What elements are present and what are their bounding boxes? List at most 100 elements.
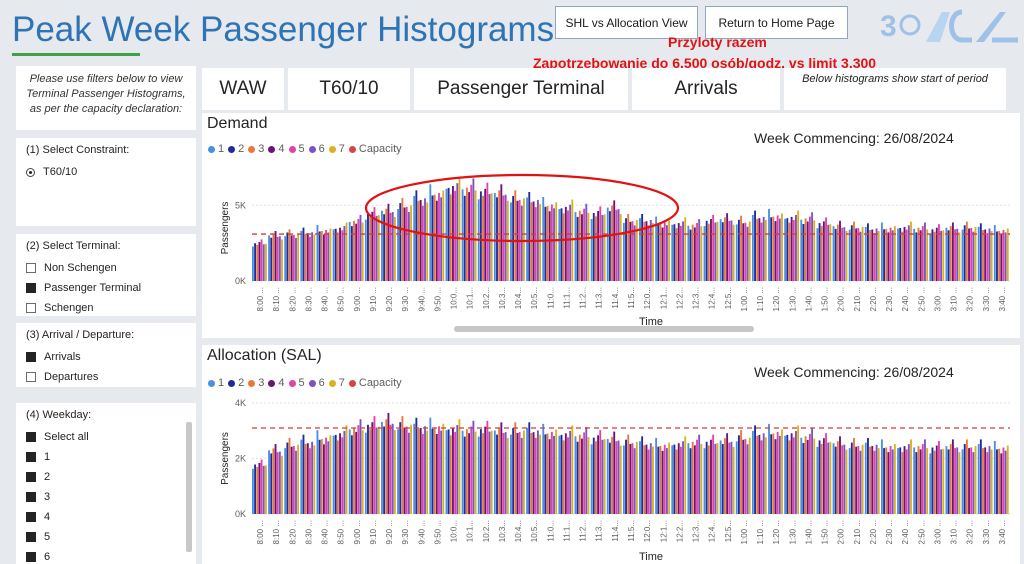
bar[interactable] — [921, 226, 924, 281]
bar[interactable] — [546, 433, 549, 515]
bar[interactable] — [742, 439, 745, 514]
bar[interactable] — [728, 221, 731, 281]
bar[interactable] — [454, 431, 457, 514]
bar[interactable] — [377, 426, 380, 514]
bar[interactable] — [468, 433, 470, 514]
bar[interactable] — [891, 449, 894, 514]
bar[interactable] — [778, 435, 781, 514]
bar[interactable] — [788, 222, 791, 281]
bar[interactable] — [903, 226, 906, 281]
bar[interactable] — [915, 452, 918, 514]
bar[interactable] — [1004, 450, 1007, 514]
bar[interactable] — [899, 447, 902, 514]
bar[interactable] — [668, 442, 671, 514]
bar[interactable] — [311, 441, 314, 514]
bar[interactable] — [811, 212, 814, 281]
terminal-option-non-schengen[interactable]: Non Schengen — [26, 258, 186, 278]
bar[interactable] — [965, 439, 968, 514]
bar[interactable] — [834, 446, 837, 514]
bar[interactable] — [295, 450, 297, 514]
bar[interactable] — [601, 215, 604, 281]
bar[interactable] — [883, 229, 885, 281]
bar[interactable] — [256, 466, 259, 514]
weekday-option-3[interactable]: 3 — [26, 487, 186, 507]
bar[interactable] — [786, 218, 789, 281]
bar[interactable] — [526, 197, 529, 282]
bar[interactable] — [578, 434, 581, 514]
bar[interactable] — [585, 203, 588, 281]
bar[interactable] — [375, 427, 378, 515]
bar[interactable] — [520, 205, 523, 281]
bar[interactable] — [348, 429, 351, 514]
bar[interactable] — [652, 446, 654, 514]
bar[interactable] — [795, 431, 797, 514]
bar[interactable] — [583, 432, 586, 514]
bar[interactable] — [381, 422, 383, 514]
bar[interactable] — [822, 221, 825, 281]
bar[interactable] — [334, 228, 337, 281]
bar[interactable] — [371, 422, 374, 514]
bar[interactable] — [947, 230, 950, 281]
bar[interactable] — [982, 230, 984, 281]
bar[interactable] — [290, 446, 293, 514]
bar[interactable] — [619, 445, 622, 514]
checkbox-checked-icon[interactable] — [26, 432, 36, 442]
bar[interactable] — [861, 226, 864, 281]
bar[interactable] — [590, 219, 593, 281]
bar[interactable] — [647, 225, 650, 281]
bar[interactable] — [700, 443, 703, 514]
bar[interactable] — [288, 229, 291, 281]
bar[interactable] — [1000, 234, 1003, 282]
bar[interactable] — [387, 203, 390, 281]
bar[interactable] — [574, 436, 577, 514]
bar[interactable] — [633, 225, 636, 281]
bar[interactable] — [843, 444, 846, 514]
bar[interactable] — [597, 435, 600, 514]
bar[interactable] — [465, 429, 468, 514]
bar[interactable] — [309, 236, 311, 281]
bar[interactable] — [583, 208, 586, 281]
bar[interactable] — [996, 231, 998, 282]
bar[interactable] — [802, 224, 805, 281]
bar[interactable] — [313, 445, 316, 514]
bar[interactable] — [710, 439, 712, 514]
bar[interactable] — [836, 441, 839, 514]
bar[interactable] — [532, 432, 535, 514]
bar[interactable] — [385, 419, 388, 514]
bar[interactable] — [693, 445, 696, 514]
bar[interactable] — [292, 234, 295, 281]
weekday-option-5[interactable]: 5 — [26, 527, 186, 547]
bar[interactable] — [885, 447, 888, 514]
bar[interactable] — [861, 444, 864, 514]
bar[interactable] — [675, 449, 678, 515]
bar[interactable] — [309, 448, 311, 514]
bar[interactable] — [270, 237, 273, 281]
bar[interactable] — [825, 433, 827, 514]
bar[interactable] — [673, 224, 676, 281]
bar[interactable] — [440, 430, 443, 514]
bar[interactable] — [832, 443, 835, 514]
bar[interactable] — [827, 224, 830, 281]
bar[interactable] — [732, 446, 735, 514]
bar[interactable] — [389, 424, 392, 514]
bar[interactable] — [474, 431, 477, 514]
bar[interactable] — [873, 450, 876, 514]
bar[interactable] — [913, 228, 916, 281]
bar[interactable] — [883, 448, 885, 514]
bar[interactable] — [528, 192, 531, 281]
bar[interactable] — [645, 221, 648, 281]
bar[interactable] — [905, 449, 908, 514]
bar[interactable] — [996, 449, 998, 514]
bar[interactable] — [954, 229, 956, 281]
bar[interactable] — [421, 434, 424, 514]
bar[interactable] — [355, 223, 358, 281]
bar[interactable] — [410, 424, 412, 514]
bar[interactable] — [300, 439, 303, 514]
bar[interactable] — [327, 232, 330, 282]
bar[interactable] — [905, 229, 908, 281]
bar[interactable] — [663, 222, 666, 281]
bar[interactable] — [325, 230, 328, 281]
bar[interactable] — [518, 432, 521, 514]
bar[interactable] — [940, 449, 943, 514]
bar[interactable] — [254, 464, 257, 515]
